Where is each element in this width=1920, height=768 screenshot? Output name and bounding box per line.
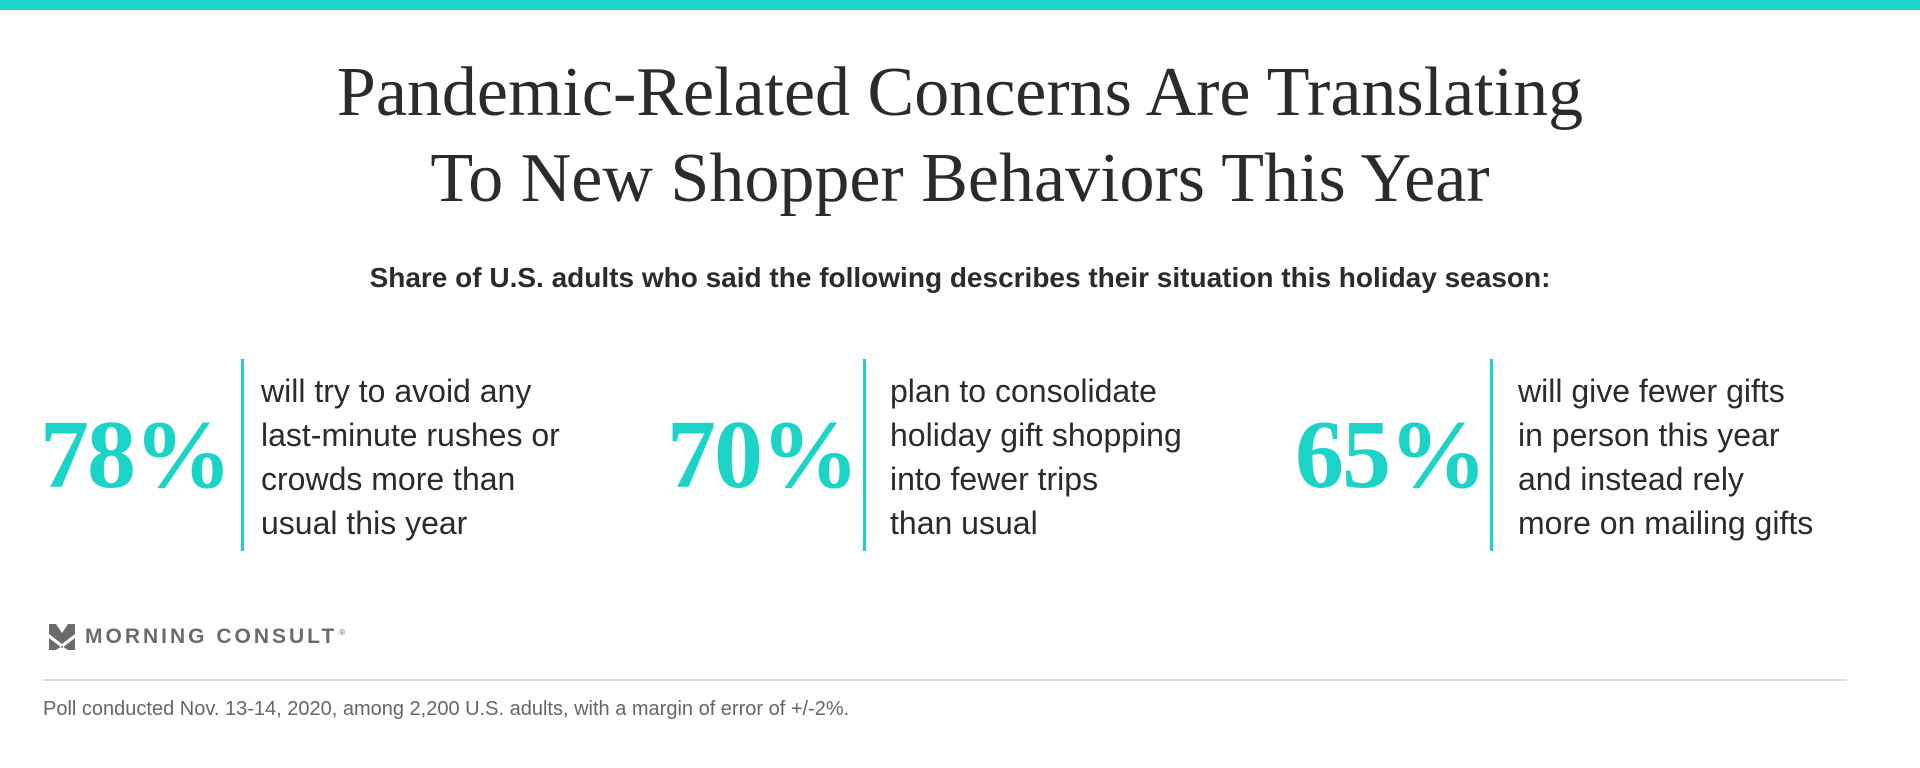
- stat-line: plan to consolidate: [890, 373, 1157, 409]
- stat-line: will give fewer gifts: [1518, 373, 1785, 409]
- stat-block-1: 78% will try to avoid any last-minute ru…: [0, 359, 640, 551]
- stat-divider: [863, 359, 866, 551]
- stat-value: 78%: [40, 401, 232, 509]
- stat-value: 65%: [1295, 401, 1487, 509]
- methodology-note: Poll conducted Nov. 13-14, 2020, among 2…: [43, 698, 850, 720]
- morning-consult-logo: MORNING CONSULT ®: [49, 624, 345, 650]
- stat-value: 70%: [667, 401, 859, 509]
- title-line-1: Pandemic-Related Concerns Are Translatin…: [336, 54, 1584, 131]
- stat-line: last-minute rushes or: [261, 417, 560, 453]
- logo-text: MORNING CONSULT: [85, 625, 338, 648]
- stat-line: into fewer trips: [890, 461, 1099, 497]
- title-line-2: To New Shopper Behaviors This Year: [430, 140, 1490, 217]
- stat-divider: [241, 359, 244, 551]
- stat-block-2: 70% plan to consolidate holiday gift sho…: [0, 359, 1300, 551]
- stat-description: will try to avoid any last-minute rushes…: [261, 369, 560, 545]
- stat-description: will give fewer gifts in person this yea…: [1518, 369, 1813, 545]
- stat-divider: [1490, 359, 1493, 551]
- morning-consult-m-icon: [49, 624, 75, 650]
- stat-description: plan to consolidate holiday gift shoppin…: [890, 369, 1182, 545]
- top-accent-bar: [0, 0, 1920, 10]
- stat-line: crowds more than: [261, 461, 516, 497]
- registered-mark: ®: [339, 627, 346, 637]
- footer-divider: [43, 679, 1847, 681]
- stat-line: will try to avoid any: [261, 373, 532, 409]
- stat-line: in person this year: [1518, 417, 1780, 453]
- stat-block-3: 65% will give fewer gifts in person this…: [0, 359, 1920, 551]
- stat-line: holiday gift shopping: [890, 417, 1182, 453]
- stat-line: more on mailing gifts: [1518, 505, 1814, 541]
- subtitle: Share of U.S. adults who said the follow…: [369, 262, 1551, 293]
- page-title: Pandemic-Related Concerns Are Translatin…: [0, 50, 1920, 222]
- stat-line: than usual: [890, 505, 1038, 541]
- stat-line: usual this year: [261, 505, 468, 541]
- stat-line: and instead rely: [1518, 461, 1744, 497]
